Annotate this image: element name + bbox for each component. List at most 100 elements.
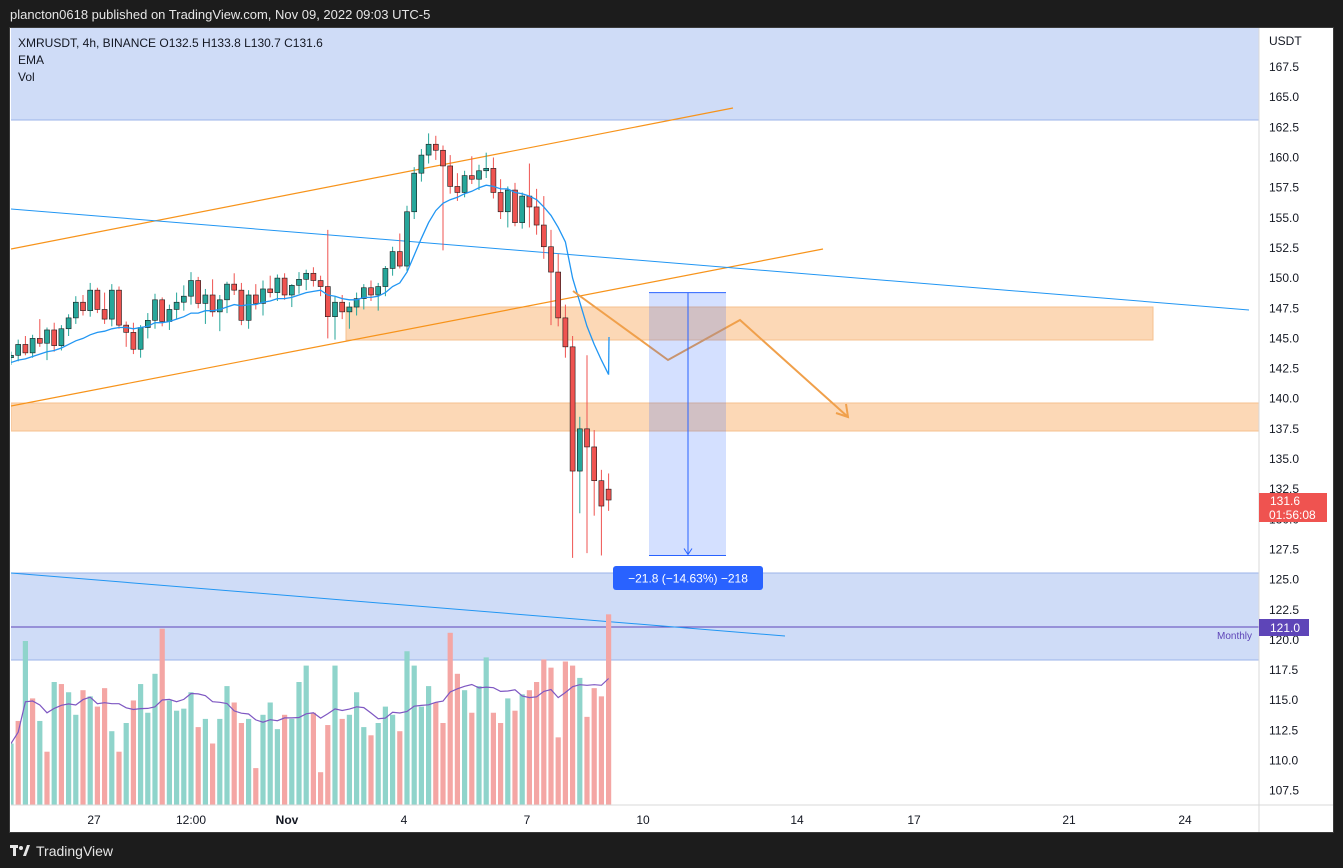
candle-body [490,168,497,193]
price-tick-label: 107.5 [1269,784,1299,798]
volume-bar [476,686,482,805]
price-tick-label: 117.5 [1269,663,1298,677]
volume-bar [217,718,223,805]
candle-body [548,246,554,273]
candle-body [411,172,418,213]
volume-bar [390,714,396,805]
candle-body [281,277,288,296]
tradingview-logo[interactable]: TradingView [10,843,113,859]
price-tick-label: 147.5 [1269,301,1299,315]
projection-path [572,290,849,418]
volume-bar [462,690,468,805]
tradingview-brand: TradingView [36,843,114,859]
price-tick-label: 142.5 [1269,362,1299,376]
price-tick-label: 132.5 [1269,482,1299,496]
volume-bar [181,708,187,805]
candle-body [137,327,144,350]
orange-support-box [11,402,1259,432]
volume-bar [102,688,108,805]
volume-bar [296,682,302,805]
measure-label-box [613,566,763,590]
volume-bar [440,723,446,805]
time-tick-label: 24 [1178,813,1192,827]
volume-bar [224,686,230,805]
candle-body [36,338,43,344]
volume-bar [519,694,525,805]
volume-bar [318,772,324,805]
volume-bar [361,727,367,805]
volume-moving-average [11,678,610,744]
candle-body [555,271,562,319]
candle-body [274,277,281,293]
candle-body [353,298,360,308]
candle-body [432,143,439,151]
time-tick-label: 21 [1062,813,1076,827]
volume-bar [310,712,316,805]
ema-indicator-label[interactable]: EMA [18,53,45,67]
volume-bar [231,702,237,805]
volume-bar [210,743,216,805]
candle-body [605,488,612,501]
candle-body [404,211,410,267]
volume-bar [483,657,489,805]
volume-bar [109,731,115,805]
volume-bar [541,659,547,805]
bar-countdown: 01:56:08 [1269,508,1316,522]
volume-bar [30,698,36,805]
volume-bar [454,673,460,805]
projection-arrowhead [835,403,850,419]
volume-bar [282,714,288,805]
price-tick-label: 125.0 [1269,573,1299,587]
candle-body [598,480,605,507]
trendlines-layer [11,107,1250,637]
price-tick-label: 110.0 [1269,754,1298,768]
volume-bar [116,751,122,805]
volume-bar [166,700,172,805]
price-tick-label: 155.0 [1269,211,1299,225]
volume-bar [577,677,583,805]
price-tick-label: 167.5 [1269,60,1299,74]
volume-bar [253,768,259,805]
time-tick-label: 4 [401,813,408,827]
measure-arrowhead [683,548,693,556]
volume-bar [433,702,439,805]
candles-layer [11,133,612,558]
orange-resistance-box [345,306,1154,341]
candle-body [382,268,389,287]
candle-body [476,170,482,180]
footer-bar [0,833,1343,868]
volume-bar [411,665,417,805]
volume-bar [195,727,201,805]
channel-upper-line [11,107,734,250]
candle-body [562,317,569,348]
volume-bar [570,665,576,805]
candle-body [324,286,331,317]
candle-body [576,428,583,472]
volume-bar [418,706,424,805]
descending-trendline-lower [11,572,786,637]
volume-bar [375,723,381,805]
price-tick-label: 115.0 [1269,693,1298,707]
volume-bar [58,684,64,805]
candle-body [310,272,317,281]
zones-layer [11,28,1259,661]
volume-bar [94,706,100,805]
volume-bar [598,696,604,805]
symbol-ohlc[interactable]: XMRUSDT, 4h, BINANCE O132.5 H133.8 L130.… [18,36,323,50]
volume-bar [174,710,180,805]
candle-body [209,294,216,313]
volume-bar [382,706,388,805]
price-tick-label: 157.5 [1269,181,1299,195]
candle-body [317,280,324,287]
volume-indicator-label[interactable]: Vol [18,70,35,84]
price-tick-label: 150.0 [1269,271,1299,285]
volume-bar [469,712,475,805]
candle-body [51,329,58,346]
price-tick-label: 162.5 [1269,120,1299,134]
candle-body [152,299,158,321]
candle-body [29,338,36,354]
candle-body [540,224,547,248]
candle-body [512,189,518,223]
volume-bar [555,737,561,805]
